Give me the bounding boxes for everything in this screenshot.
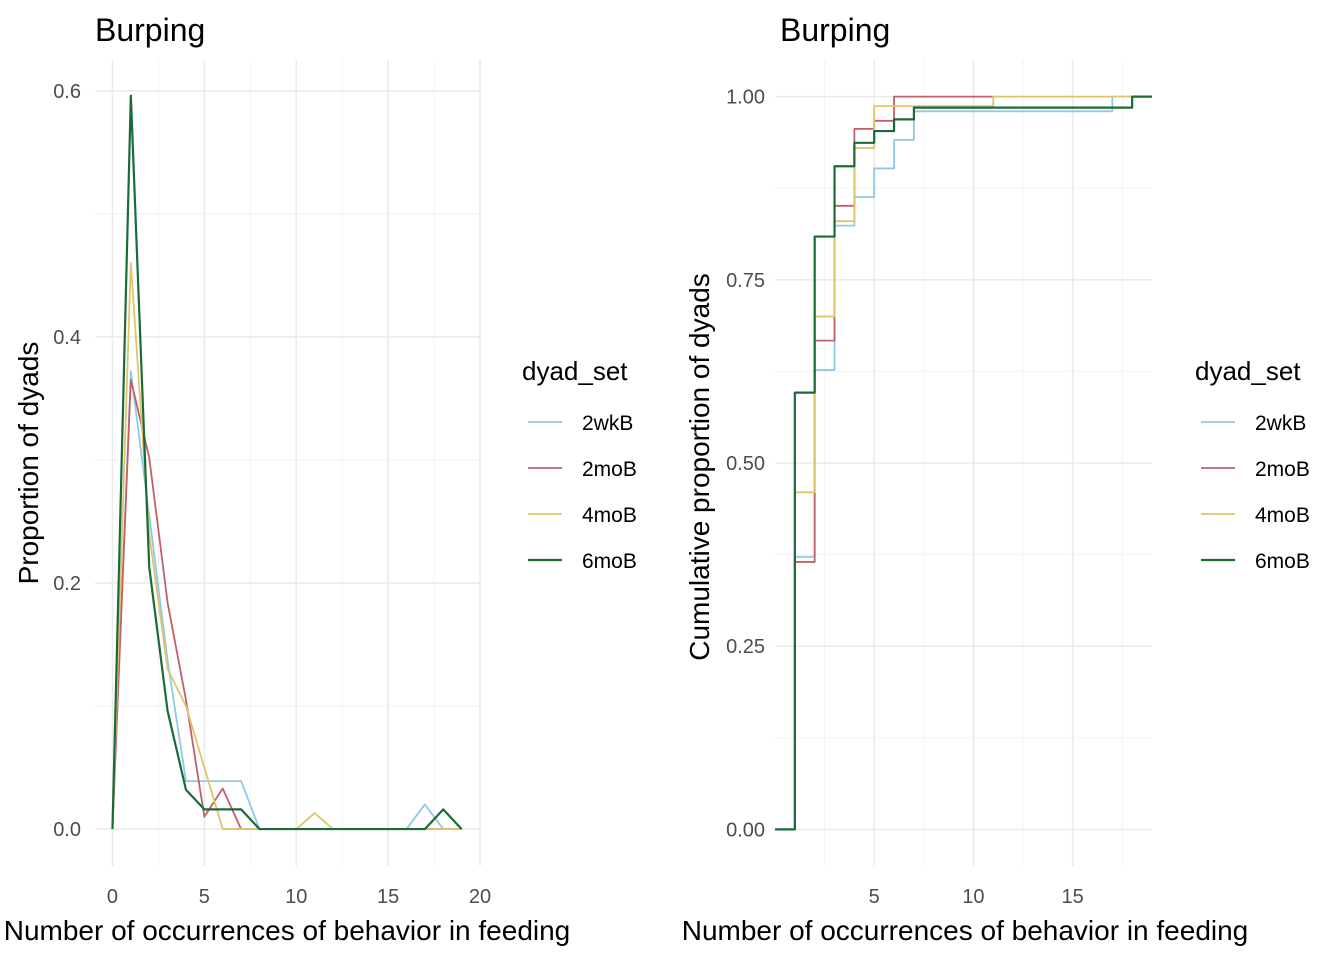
chart-1-x-axis-label: Number of occurrences of behavior in fee… <box>4 915 571 946</box>
chart-2-legend-label-4moB: 4moB <box>1255 504 1310 527</box>
chart-1-y-tick-label: 0.2 <box>53 573 81 595</box>
chart-2-x-tick-label: 15 <box>1062 886 1084 908</box>
chart-2-y-tick-label: 0.75 <box>726 270 765 292</box>
chart-1-title: Burping <box>95 12 205 48</box>
chart-1-y-tick-label: 0.6 <box>53 81 81 103</box>
chart-1-series-2moB-line <box>111 379 462 830</box>
chart-1-legend-label-6moB: 6moB <box>582 550 637 573</box>
chart-1-series-4moB-line <box>111 262 462 830</box>
chart-2-legend-label-2wkB: 2wkB <box>1255 412 1306 435</box>
chart-2-title: Burping <box>780 12 890 48</box>
chart-2-legend-title: dyad_set <box>1195 356 1301 386</box>
chart-1-y-tick-label: 0.4 <box>53 327 81 349</box>
chart-2-y-axis-label: Cumulative proportion of dyads <box>684 273 715 661</box>
chart-1-x-tick-label: 10 <box>285 886 307 908</box>
chart-1-legend-title: dyad_set <box>522 356 628 386</box>
chart-2-x-tick-label: 10 <box>962 886 984 908</box>
chart-1-legend-label-2moB: 2moB <box>582 458 637 481</box>
chart-2-y-tick-label: 1.00 <box>726 87 765 109</box>
chart-2-legend-label-2moB: 2moB <box>1255 458 1310 481</box>
chart-1-y-axis-label: Proportion of dyads <box>13 342 44 585</box>
chart-2-series-4moB-line <box>793 95 1152 830</box>
chart-1-x-tick-label: 5 <box>199 886 210 908</box>
chart-1-x-tick-label: 0 <box>107 886 118 908</box>
chart-1-series-6moB-line <box>111 94 463 831</box>
chart-1-x-tick-label: 15 <box>377 886 399 908</box>
chart-2-series-6moB-line <box>775 95 1152 831</box>
chart-2-x-tick-label: 5 <box>869 886 880 908</box>
chart-2-y-tick-label: 0.50 <box>726 453 765 475</box>
chart-2-x-axis-label: Number of occurrences of behavior in fee… <box>682 915 1249 946</box>
chart-2-legend-label-6moB: 6moB <box>1255 550 1310 573</box>
chart-1-series-2wkB-line <box>111 370 462 830</box>
chart-1-legend-label-4moB: 4moB <box>582 504 637 527</box>
chart-1-x-tick-label: 20 <box>469 886 491 908</box>
chart-1-y-tick-label: 0.0 <box>53 819 81 841</box>
chart-2-y-tick-label: 0.25 <box>726 636 765 658</box>
chart-1-legend-label-2wkB: 2wkB <box>582 412 633 435</box>
chart-2-y-tick-label: 0.00 <box>726 819 765 841</box>
